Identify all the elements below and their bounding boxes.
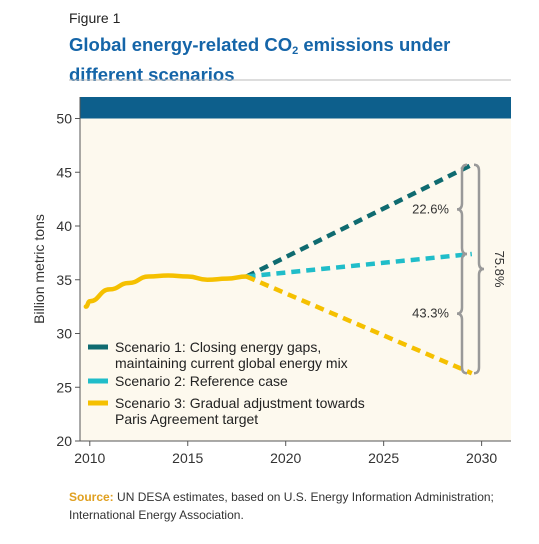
x-tick-label: 2030 [466,450,497,466]
figure-label: Figure 1 [69,10,121,26]
historical-line [83,273,249,309]
legend-label-1-line2: maintaining current global energy mix [115,355,348,371]
legend: Scenario 1: Closing energy gaps,maintain… [88,339,365,427]
x-tick-label: 2015 [172,450,203,466]
scenario-1-line [245,162,473,279]
annotation-22-6: 22.6% [412,201,449,216]
y-tick-label: 40 [56,218,72,234]
annotation-43-3: 43.3% [412,306,449,321]
plot-background [80,97,511,441]
y-tick-label: 50 [56,111,72,127]
y-axis-label: Billion metric tons [31,214,47,324]
y-axis: 20 25 30 35 40 45 50 [56,97,81,449]
y-tick-label: 35 [56,272,72,288]
legend-label-1: Scenario 1: Closing energy gaps, [115,339,321,355]
x-tick-label: 2020 [270,450,301,466]
legend-label-3: Scenario 3: Gradual adjustment towards [115,395,365,411]
source-note: Source: UN DESA estimates, based on U.S.… [69,488,509,524]
source-text: UN DESA estimates, based on U.S. Energy … [69,490,494,522]
title-subscript: 2 [292,45,299,57]
y-tick-label: 25 [56,379,72,395]
legend-label-3-line2: Paris Agreement target [115,411,258,427]
title-part1: Global energy-related CO [69,34,293,55]
bracket-43-3 [456,252,468,375]
top-band [80,97,511,119]
y-tick-label: 30 [56,326,72,342]
scenario-2-line [246,251,473,279]
x-tick-label: 2025 [368,450,399,466]
y-tick-label: 20 [56,433,72,449]
annotation-75-8: 75.8% [492,251,507,288]
bracket-22-6 [456,163,468,256]
series-lines [83,162,473,376]
brackets: 22.6% 43.3% 75.8% [412,163,507,375]
x-tick-label: 2010 [74,450,105,466]
bracket-75-8 [473,163,485,375]
legend-label-2: Scenario 2: Reference case [115,373,288,389]
x-axis: 2010 2015 2020 2025 2030 [74,440,511,466]
y-tick-label: 45 [56,164,72,180]
scenario-3-line [245,274,473,376]
source-label: Source: [69,490,114,504]
